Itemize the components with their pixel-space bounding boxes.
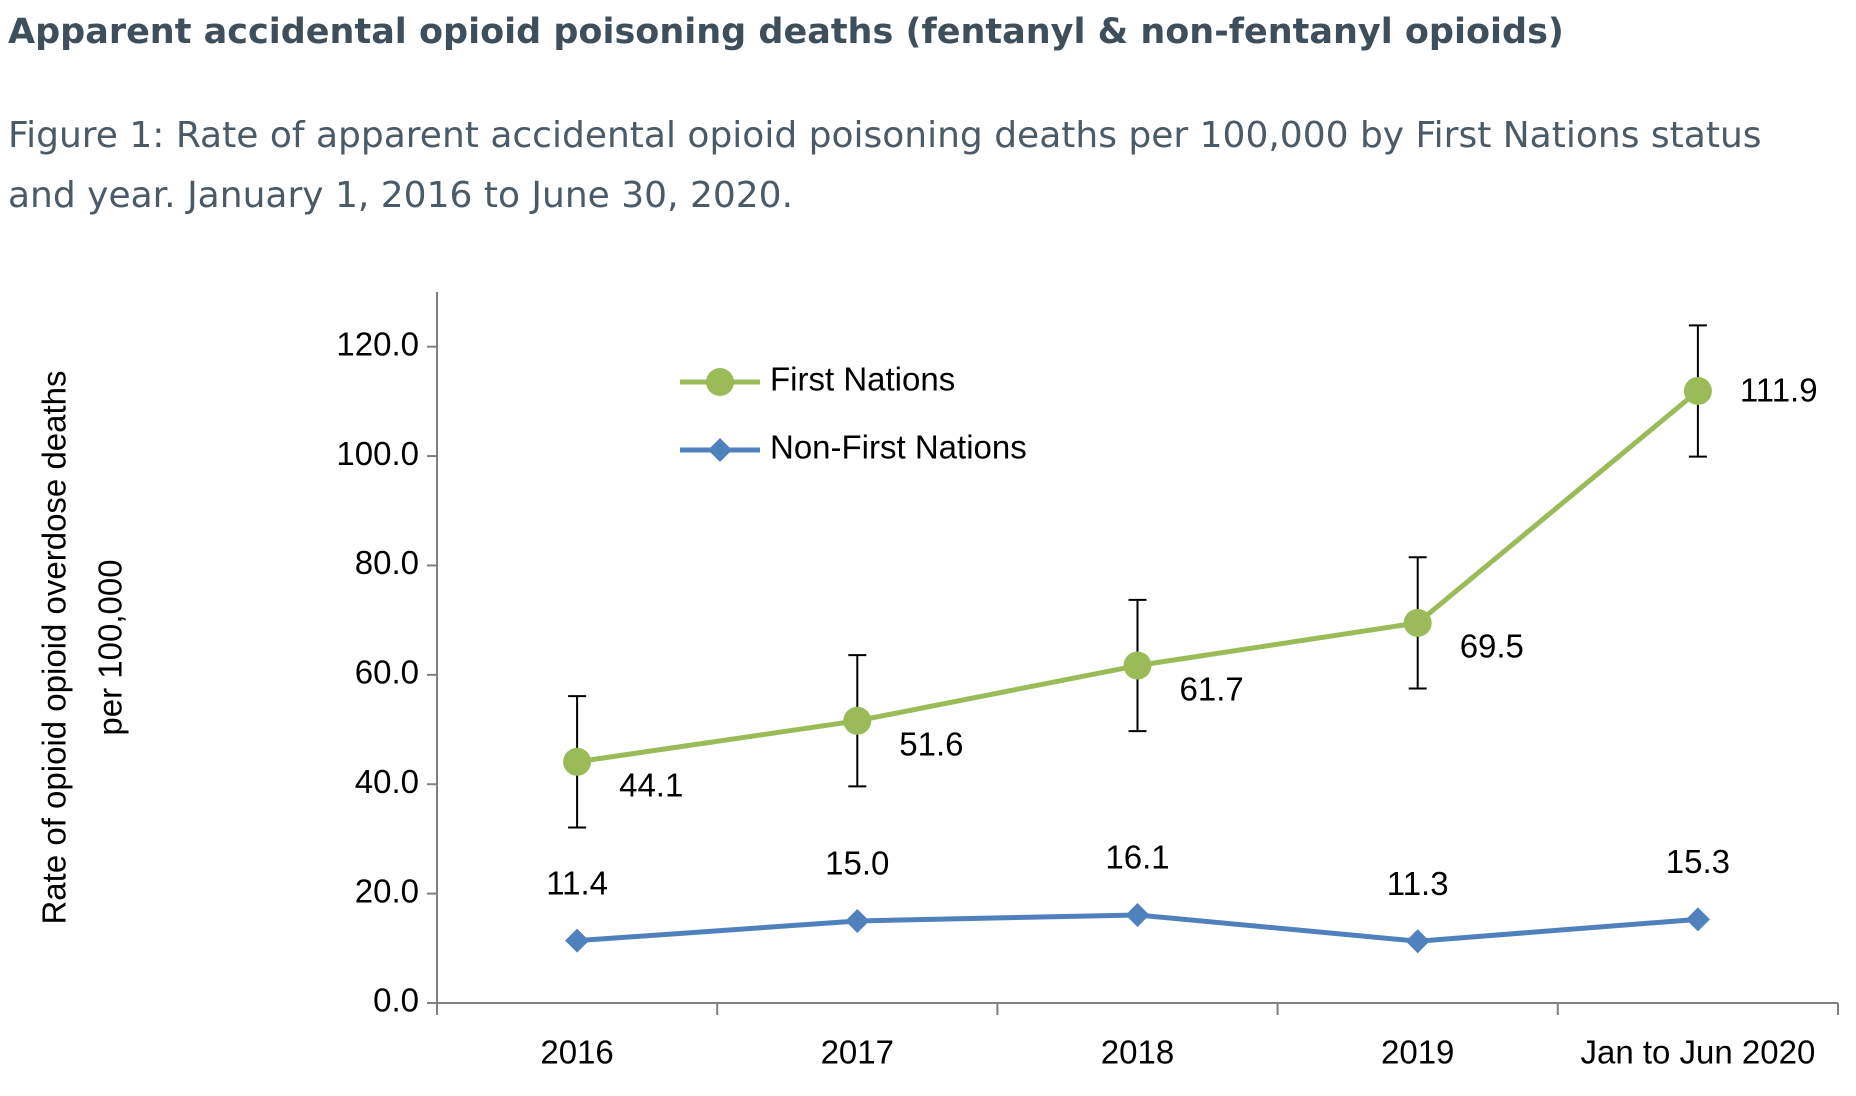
y-tick-label: 100.0 (336, 435, 419, 472)
data-label: 69.5 (1460, 628, 1524, 665)
data-label: 11.4 (546, 864, 608, 901)
point (843, 706, 872, 735)
data-label: 11.3 (1387, 865, 1449, 902)
data-label: 111.9 (1740, 372, 1818, 409)
legend-marker (706, 368, 734, 396)
point (1683, 376, 1712, 405)
point (845, 908, 870, 933)
legend-label: First Nations (770, 361, 955, 398)
data-label: 61.7 (1180, 670, 1244, 707)
point (1403, 608, 1432, 637)
y-tick-label: 60.0 (355, 654, 419, 691)
y-tick-label: 40.0 (355, 763, 419, 800)
x-tick-label: Jan to Jun 2020 (1580, 1034, 1815, 1071)
chart-title: Apparent accidental opioid poisoning dea… (8, 12, 1564, 52)
y-axis-label-line: Rate of opioid opioid overdose deaths (36, 370, 73, 924)
point (1405, 929, 1430, 954)
data-label: 51.6 (899, 726, 963, 763)
x-tick-label: 2019 (1381, 1034, 1454, 1071)
data-label: 15.0 (825, 845, 889, 882)
x-tick-label: 2017 (821, 1034, 894, 1071)
y-axis-label-line: per 100,000 (92, 559, 129, 735)
data-label: 44.1 (619, 767, 683, 804)
y-tick-label: 120.0 (336, 325, 419, 362)
data-label: 15.3 (1666, 843, 1730, 880)
y-tick-label: 80.0 (355, 544, 419, 581)
x-tick-label: 2018 (1101, 1034, 1174, 1071)
y-axis-label: Rate of opioid opioid overdose deaths per… (36, 370, 129, 924)
point (565, 928, 590, 953)
legend-label: Non-First Nations (770, 429, 1027, 466)
x-tick-label: 2016 (540, 1034, 613, 1071)
point (1125, 902, 1150, 927)
point (1123, 651, 1152, 680)
chart-subtitle: Figure 1: Rate of apparent accidental op… (8, 115, 1762, 216)
point (1685, 907, 1710, 932)
y-tick-label: 0.0 (373, 982, 419, 1019)
y-tick-label: 20.0 (355, 872, 419, 909)
legend-marker (708, 438, 732, 462)
point (563, 747, 592, 776)
data-label: 16.1 (1105, 839, 1169, 876)
